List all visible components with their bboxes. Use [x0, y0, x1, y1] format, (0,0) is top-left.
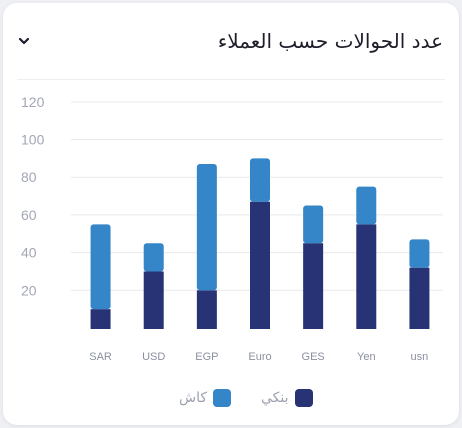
y-tick-label: 20 — [21, 282, 37, 298]
x-tick-label: GES — [302, 351, 325, 363]
y-tick-label: 80 — [21, 169, 37, 185]
bar-segment-cash[interactable] — [409, 239, 430, 268]
chart-card: عدد الحوالات حسب العملاء 20 40 60 80 100 120 S… — [3, 3, 459, 425]
legend-label-bank: بنكي — [261, 390, 289, 406]
chevron-down-icon[interactable] — [17, 33, 31, 47]
legend-swatch-bank — [294, 389, 313, 407]
bar-segment-bank[interactable] — [303, 243, 324, 329]
bar-segment-cash[interactable] — [143, 243, 164, 272]
bar-segment-cash[interactable] — [250, 158, 270, 202]
header-divider — [17, 79, 445, 80]
legend-swatch-cash — [213, 389, 232, 407]
x-tick-label: SAR — [89, 351, 112, 363]
x-tick-label: Euro — [248, 351, 271, 363]
bar-segment-cash[interactable] — [356, 186, 377, 225]
x-tick-label: Yen — [357, 351, 376, 363]
y-tick-label: 120 — [21, 94, 45, 110]
bar-segment-cash[interactable] — [196, 164, 217, 291]
x-tick-label: EGP — [195, 351, 218, 363]
x-tick-label: USD — [142, 351, 165, 363]
bar-segment-cash[interactable] — [90, 224, 111, 310]
bar-chart: 20 40 60 80 100 120 SAR USD EGP Euro GES Yen usn — [21, 94, 443, 363]
bar-segment-cash[interactable] — [303, 205, 324, 244]
x-tick-label: usn — [411, 351, 429, 363]
chart-title: عدد الحوالات حسب العملاء — [217, 29, 443, 53]
bar-segment-bank[interactable] — [143, 271, 164, 329]
bar-segment-bank[interactable] — [356, 224, 377, 329]
legend-item-bank[interactable]: بنكي — [261, 389, 313, 407]
y-tick-label: 100 — [21, 132, 45, 148]
y-tick-label: 40 — [21, 245, 37, 261]
bar-segment-bank[interactable] — [409, 267, 430, 329]
card-header: عدد الحوالات حسب العملاء — [3, 3, 459, 83]
y-tick-label: 60 — [21, 207, 37, 223]
bar-segment-bank[interactable] — [90, 309, 111, 329]
legend-label-cash: كاش — [179, 390, 208, 406]
bar-segment-bank[interactable] — [250, 201, 270, 329]
bar-segment-bank[interactable] — [196, 290, 217, 329]
legend-item-cash[interactable]: كاش — [179, 389, 232, 407]
chart-legend: بنكي كاش — [3, 389, 459, 413]
